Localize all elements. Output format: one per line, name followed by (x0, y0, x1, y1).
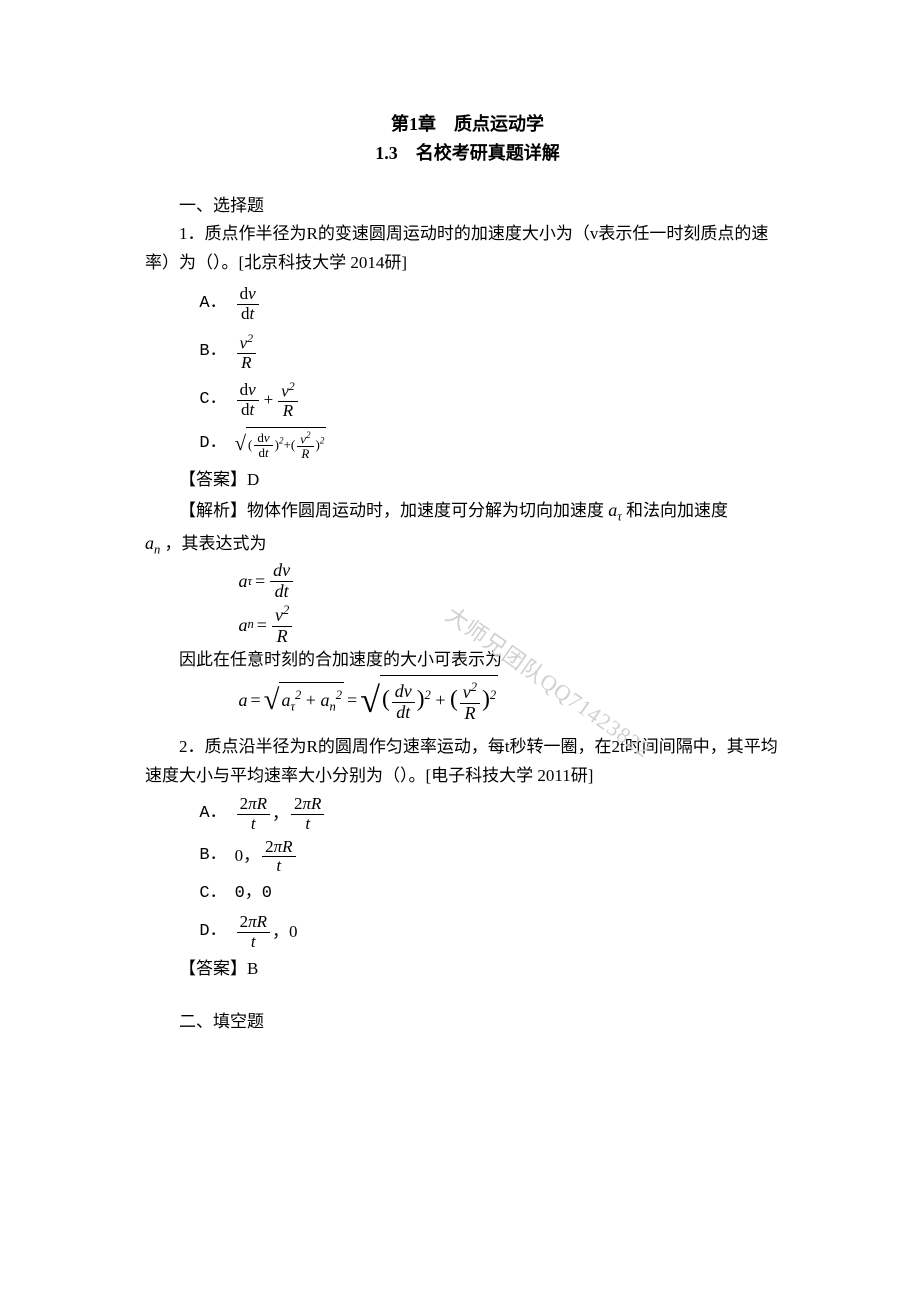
q2-option-a: A． 2πRt， 2πRt (199, 795, 790, 833)
q1-stem: 1．质点作半径为R的变速圆周运动时的加速度大小为（v表示任一时刻质点的速率）为（… (145, 220, 790, 278)
section-title: 1.3 名校考研真题详解 (145, 139, 790, 168)
q2-option-d: D． 2πRt，0 (199, 913, 790, 951)
document-page: 大师兄团队QQ71423822 第1章 质点运动学 1.3 名校考研真题详解 一… (0, 0, 920, 1097)
question-1: 1．质点作半径为R的变速圆周运动时的加速度大小为（v表示任一时刻质点的速率）为（… (145, 220, 790, 725)
q1-option-a: A． dv dt (199, 282, 790, 326)
q1-option-d: D． √ (dvdt)2+(v2R)2 (199, 426, 790, 462)
q1-option-b: B． v2 R (199, 330, 790, 374)
q1-analysis-line1: 【解析】物体作圆周运动时，加速度可分解为切向加速度 aτ 和法向加速度 (145, 495, 790, 528)
question-2: 2．质点沿半径为R的圆周作匀速率运动，每t秒转一圈，在2t时间间隔中，其平均速度… (145, 733, 790, 984)
q1-answer: 【答案】D (145, 466, 790, 495)
q2-option-b: B． 0， 2πRt (199, 838, 790, 876)
q2-stem: 2．质点沿半径为R的圆周作匀速率运动，每t秒转一圈，在2t时间间隔中，其平均速度… (145, 733, 790, 791)
q2-option-c: C． 0，0 (199, 880, 790, 909)
q1-analysis-line2: an ，其表达式为 (145, 528, 790, 561)
q1-final-formula: a = √aτ2 + an2 = √ (dvdt)2 + (v2R)2 (239, 675, 791, 725)
section2-heading: 二、填空题 (145, 1008, 790, 1037)
section1-heading: 一、选择题 (145, 192, 790, 221)
q1-formula-block: aτ = dvdt an = v2R (239, 561, 791, 646)
q1-option-c: C． dv dt + v2 R (199, 378, 790, 422)
q2-answer: 【答案】B (145, 955, 790, 984)
chapter-title: 第1章 质点运动学 (145, 110, 790, 139)
q1-conclusion: 因此在任意时刻的合加速度的大小可表示为 (145, 646, 790, 675)
